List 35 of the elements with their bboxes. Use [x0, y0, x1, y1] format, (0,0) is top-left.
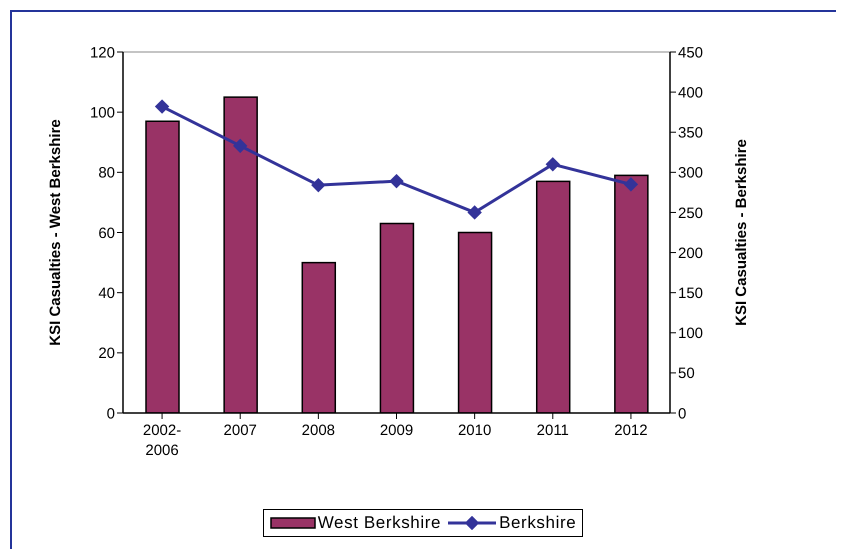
y2-tick-label: 150: [678, 284, 704, 302]
y-tick-label: 80: [98, 164, 115, 182]
point: [311, 178, 326, 192]
x-tick-label: 2011: [536, 422, 569, 439]
y2-tick-label: 450: [678, 44, 704, 62]
x-tick-label: 2009: [380, 422, 414, 439]
y2-tick-label: 400: [678, 84, 704, 102]
y2-tick-label: 350: [678, 124, 704, 142]
y-tick-label: 20: [98, 345, 115, 362]
y-tick-label: 100: [90, 104, 115, 122]
y-tick-label: 40: [98, 284, 115, 302]
point: [155, 100, 170, 114]
point: [546, 157, 560, 172]
point: [468, 205, 482, 220]
x-tick-label: 2008: [302, 422, 336, 439]
y2-tick-label: 250: [678, 204, 704, 222]
legend-label: West Berkshire: [318, 513, 442, 532]
y2-tick-label: 50: [678, 365, 695, 382]
y-tick-label: 120: [90, 44, 115, 62]
y2-tick-label: 200: [678, 244, 704, 262]
legend-label: Berkshire: [499, 513, 576, 532]
point: [390, 174, 404, 188]
y-tick-label: 60: [98, 224, 115, 242]
x-tick-label: 2010: [458, 422, 492, 439]
y-tick-label: 0: [106, 405, 115, 422]
y2-tick-label: 0: [678, 405, 686, 422]
y2-tick-label: 300: [678, 164, 704, 182]
y-axis-title: KSI Casualties - West Berkshire: [47, 119, 64, 346]
x-tick-label: 2002-2006: [142, 422, 182, 459]
x-tick-label: 2012: [614, 422, 648, 439]
point: [233, 138, 248, 153]
y2-axis-title: KSI Casualties - Berkshire: [733, 139, 750, 326]
x-tick-label: 2007: [224, 422, 257, 439]
point: [624, 177, 638, 192]
y2-tick-label: 100: [678, 325, 704, 342]
